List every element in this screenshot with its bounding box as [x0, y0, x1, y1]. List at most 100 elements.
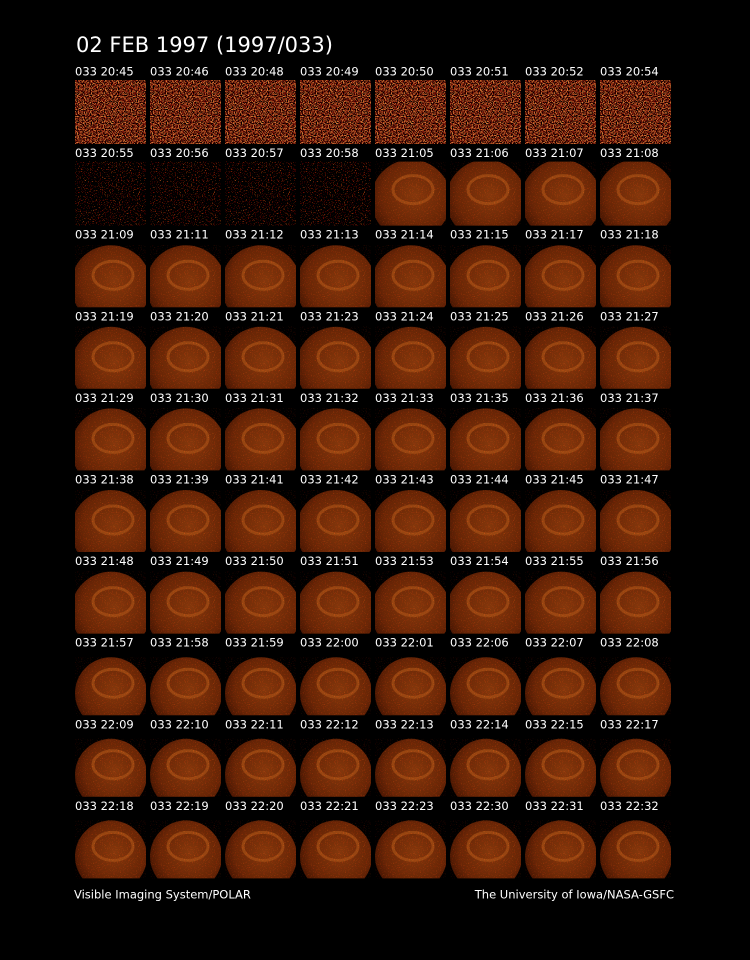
frame-image: [300, 245, 371, 308]
frame-image: [450, 490, 521, 552]
frame-label: 033 22:06: [450, 636, 509, 650]
frame-label: 033 21:05: [375, 146, 434, 160]
disk-texture: [450, 657, 521, 716]
frame-image: [525, 408, 596, 471]
frame-image: [525, 820, 596, 879]
frame-image: [300, 820, 371, 879]
frame-label: 033 22:11: [225, 717, 284, 731]
disk-texture: [225, 408, 296, 471]
disk-texture: [150, 408, 221, 471]
frame-label: 033 21:53: [375, 554, 434, 568]
disk-texture: [525, 245, 596, 308]
frame-image: [300, 571, 371, 634]
frame-image: [600, 408, 671, 471]
disk-texture: [150, 326, 221, 389]
frame-image: [75, 657, 146, 716]
disk-texture: [450, 490, 521, 552]
frame-image: [75, 738, 146, 797]
disk-texture: [525, 490, 596, 552]
title: 02 FEB 1997 (1997/033): [76, 33, 333, 57]
frame-label: 033 21:42: [300, 473, 359, 487]
frame-image: [600, 245, 671, 308]
disk-texture: [225, 738, 296, 797]
frame-label: 033 21:38: [75, 473, 134, 487]
frame-label: 033 21:37: [600, 391, 659, 405]
frame-image: [300, 326, 371, 389]
frame-label: 033 21:31: [225, 391, 284, 405]
frame-label: 033 21:18: [600, 228, 659, 242]
frame-label: 033 22:32: [600, 799, 659, 813]
frame-label: 033 21:21: [225, 309, 284, 323]
frame-label: 033 21:49: [150, 554, 209, 568]
frame-label: 033 22:18: [75, 799, 134, 813]
disk-texture: [600, 820, 671, 879]
frame-label: 033 21:20: [150, 309, 209, 323]
disk-texture: [375, 490, 446, 552]
disk-texture: [225, 657, 296, 716]
disk-texture: [300, 408, 371, 471]
frame-image: [300, 738, 371, 797]
frame-image: [75, 245, 146, 308]
frame-image: [150, 245, 221, 308]
frame-image: [525, 161, 596, 226]
disk-texture: [300, 245, 371, 308]
disk-texture: [525, 738, 596, 797]
disk-texture: [600, 161, 671, 226]
noise: [225, 161, 296, 226]
disk-texture: [375, 738, 446, 797]
disk-texture: [225, 490, 296, 552]
disk-texture: [75, 657, 146, 716]
disk-texture: [300, 571, 371, 634]
frame-label: 033 22:07: [525, 636, 584, 650]
frame-label: 033 21:55: [525, 554, 584, 568]
frame-label: 033 21:47: [600, 473, 659, 487]
frame-image: [75, 408, 146, 471]
disk-texture: [75, 408, 146, 471]
frame-label: 033 22:01: [375, 636, 434, 650]
noise: [300, 80, 371, 144]
disk-texture: [75, 571, 146, 634]
frame-image: [375, 245, 446, 308]
frame-image: [150, 738, 221, 797]
disk-texture: [300, 490, 371, 552]
frame-image: [150, 657, 221, 716]
frame-image: [225, 490, 296, 552]
frame-label: 033 22:20: [225, 799, 284, 813]
disk-texture: [450, 326, 521, 389]
disk-texture: [375, 820, 446, 879]
frame-image: [225, 738, 296, 797]
disk-texture: [150, 245, 221, 308]
frame-image: [375, 571, 446, 634]
frame-image: [225, 80, 296, 144]
disk-texture: [150, 820, 221, 879]
frame-label: 033 21:27: [600, 309, 659, 323]
frame-label: 033 21:58: [150, 636, 209, 650]
frame-label: 033 21:41: [225, 473, 284, 487]
frame-image: [225, 161, 296, 226]
frame-label: 033 21:13: [300, 228, 359, 242]
frame-label: 033 21:44: [450, 473, 509, 487]
frame-label: 033 21:25: [450, 309, 509, 323]
disk-texture: [600, 326, 671, 389]
frame-image: [525, 738, 596, 797]
disk-texture: [150, 738, 221, 797]
frame-image: [450, 738, 521, 797]
frame-label: 033 21:08: [600, 146, 659, 160]
disk-texture: [75, 490, 146, 552]
disk-texture: [75, 245, 146, 308]
frame-image: [600, 738, 671, 797]
frame-image: [600, 326, 671, 389]
frame-image: [75, 820, 146, 879]
frame-image: [525, 490, 596, 552]
frame-image: [450, 571, 521, 634]
frame-label: 033 20:51: [450, 65, 509, 79]
frame-label: 033 21:24: [375, 309, 434, 323]
frame-image: [375, 738, 446, 797]
disk-texture: [300, 820, 371, 879]
frame-label: 033 21:23: [300, 309, 359, 323]
frame-label: 033 22:10: [150, 717, 209, 731]
frame-image: [450, 326, 521, 389]
disk-texture: [300, 657, 371, 716]
disk-texture: [75, 820, 146, 879]
